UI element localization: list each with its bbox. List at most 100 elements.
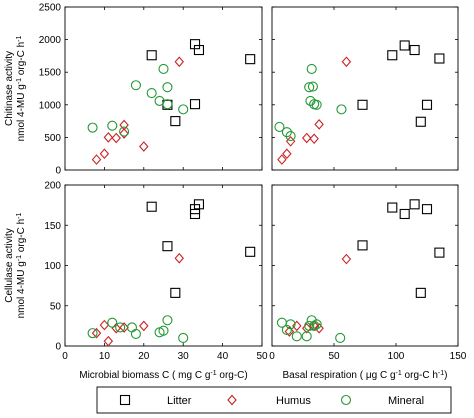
legend-mineral-label: Mineral (388, 395, 424, 407)
panel-top-right (271, 6, 459, 171)
litter-point (245, 246, 256, 257)
mineral-point (87, 328, 98, 339)
humus-point (99, 148, 110, 160)
humus-point (119, 322, 129, 333)
mineral-point (281, 324, 292, 335)
humus-point (292, 320, 302, 332)
litter-point (189, 99, 201, 110)
humus-point (174, 56, 184, 68)
y-tick-label: 500 (44, 133, 61, 144)
mineral-point (178, 332, 189, 344)
x-tick-label: 50 (256, 351, 268, 362)
mineral-point (311, 99, 322, 110)
humus-point (314, 322, 324, 334)
humus-point (314, 119, 324, 130)
y-axis-label-units: nmol 4-MU g-1 org-C h-1 (16, 212, 28, 318)
humus-point (341, 253, 352, 265)
y-tick-label: 1500 (39, 68, 62, 79)
litter-point (421, 99, 433, 110)
litter-point (357, 99, 368, 110)
mineral-point (335, 332, 346, 344)
litter-point (357, 240, 368, 251)
y-tick-label: 100 (44, 261, 61, 272)
mineral-point (87, 122, 98, 133)
x-tick-label: 0 (62, 351, 68, 362)
litter-point (193, 199, 205, 210)
mineral-point (301, 331, 312, 342)
mineral-point (115, 322, 126, 333)
y-tick-label: 2000 (39, 35, 62, 46)
legend: Litter Humus Mineral (96, 386, 452, 414)
mineral-point (162, 99, 173, 110)
mineral-point (107, 317, 118, 328)
litter-point (399, 40, 410, 51)
legend-mineral-marker (340, 394, 352, 406)
legend-litter-marker (119, 394, 131, 406)
y-tick-label: 1000 (39, 100, 62, 111)
legend-humus-marker (227, 394, 237, 406)
y-tick-label: 200 (44, 181, 61, 192)
panel-top-left: 0 500 1000 1500 2000 2500 Chitinase activity nm… (4, 3, 263, 177)
x-tick-label: 40 (217, 351, 229, 362)
litter-point (415, 287, 426, 298)
mineral-point (119, 126, 130, 137)
mineral-point (309, 320, 320, 331)
y-tick-label: 0 (55, 342, 61, 353)
humus-point (103, 132, 114, 143)
litter-point (415, 116, 426, 127)
litter-point (387, 202, 398, 213)
x-tick-label: 150 (450, 351, 467, 362)
humus-point (277, 154, 287, 165)
humus-point (119, 128, 129, 139)
legend-litter-label: Litter (167, 395, 192, 407)
litter-point (162, 241, 173, 252)
litter-point (409, 199, 420, 210)
x-axis-label: Microbial biomass C ( mg C g-1 org-C) (79, 370, 248, 382)
humus-point (103, 335, 114, 347)
mineral-point (130, 328, 141, 339)
panel-bottom-left: 0 10 20 30 40 50 0 50 100 150 200 Cellulase activit… (4, 181, 268, 382)
mineral-point (178, 104, 189, 115)
plot-frame (64, 6, 263, 171)
mineral-point (291, 331, 302, 342)
humus-point (91, 327, 102, 339)
humus-point (139, 320, 149, 332)
y-axis-label-units: nmol 4-MU g-1 org-C h-1 (16, 35, 28, 141)
mineral-point (158, 63, 169, 74)
humus-point (341, 56, 352, 68)
mineral-point (107, 120, 118, 131)
litter-point (146, 201, 157, 212)
humus-point (174, 252, 184, 264)
humus-point (301, 132, 312, 144)
litter-point (245, 54, 256, 65)
mineral-point (285, 319, 296, 330)
x-tick-label: 0 (269, 351, 275, 362)
mineral-point (285, 131, 296, 142)
x-tick-label: 20 (138, 351, 150, 362)
humus-point (91, 154, 102, 165)
litter-point (193, 44, 205, 56)
humus-point (99, 319, 110, 331)
y-tick-label: 0 (55, 166, 61, 177)
humus-point (111, 132, 121, 144)
x-tick-label: 30 (178, 351, 190, 362)
y-tick-label: 2500 (39, 3, 62, 14)
litter-point (434, 53, 445, 64)
mineral-point (130, 80, 141, 91)
x-tick-label: 100 (388, 351, 405, 362)
litter-point (409, 44, 420, 56)
x-tick-label: 10 (99, 351, 111, 362)
litter-point (146, 50, 157, 61)
mineral-point (146, 88, 157, 99)
y-axis-label: Cellulase activity (4, 228, 15, 302)
legend-humus-label: Humus (276, 395, 311, 407)
plot-frame (271, 6, 459, 171)
mineral-point (162, 315, 173, 326)
litter-point (434, 247, 445, 258)
mineral-point (311, 319, 322, 330)
x-axis-label: Basal respiration ( μg C g-1 org-C h-1) (283, 370, 448, 382)
y-tick-label: 50 (50, 301, 62, 312)
litter-point (399, 208, 410, 220)
humus-point (282, 148, 292, 160)
